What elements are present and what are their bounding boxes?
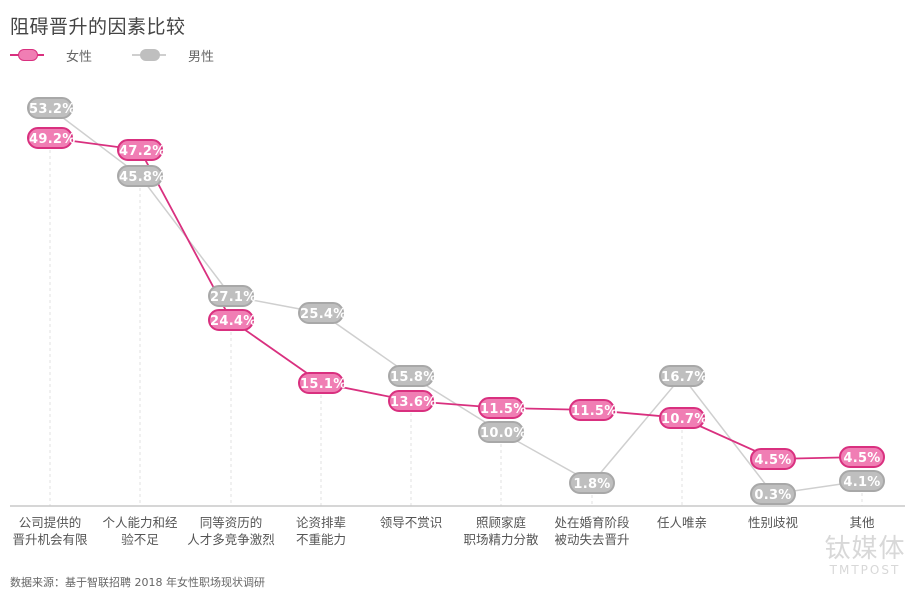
x-axis-category-label: 领导不赏识 xyxy=(379,515,443,530)
legend: 女性 男性 xyxy=(10,44,254,66)
x-axis-category-label: 个人能力和经 验不足 xyxy=(102,515,178,547)
data-source: 数据来源：基于智联招聘 2018 年女性职场现状调研 xyxy=(10,576,265,589)
x-axis-category-label: 其他 xyxy=(849,515,875,530)
data-label-male: 15.8% xyxy=(388,365,436,387)
watermark-cn: 钛媒体 xyxy=(824,534,906,564)
data-label-female: 4.5% xyxy=(750,448,796,470)
legend-swatch-male-icon xyxy=(132,49,167,61)
x-axis-category-label: 公司提供的 晋升机会有限 xyxy=(12,515,88,547)
legend-swatch-female-icon xyxy=(10,49,44,61)
series-line-female xyxy=(49,137,863,460)
data-label-male: 10.0% xyxy=(478,421,526,443)
data-label-male: 0.3% xyxy=(750,483,796,505)
data-label-male: 4.1% xyxy=(839,470,885,492)
x-axis-category-label: 处在婚育阶段 被动失去晋升 xyxy=(554,515,630,547)
chart-title: 阻碍晋升的因素比较 xyxy=(10,16,186,38)
x-axis-category-label: 论资排辈 不重能力 xyxy=(295,515,346,547)
data-label-female: 13.6% xyxy=(388,390,436,412)
data-label-male: 16.7% xyxy=(659,365,707,387)
legend-label-male: 男性 xyxy=(188,49,215,65)
series-line-male xyxy=(49,107,863,495)
data-label-female: 4.5% xyxy=(839,446,885,468)
data-label-male: 25.4% xyxy=(298,302,346,324)
data-label-male: 1.8% xyxy=(569,472,615,494)
data-label-female: 15.1% xyxy=(298,372,346,394)
watermark-en: TMTPOST xyxy=(829,563,901,577)
data-label-female: 24.4% xyxy=(208,309,256,331)
x-axis-category-label: 任人唯亲 xyxy=(656,515,707,530)
data-label-female: 10.7% xyxy=(659,407,707,429)
data-label-female: 11.5% xyxy=(478,397,526,419)
legend-item-female: 女性 xyxy=(10,46,92,65)
x-axis-category-label: 同等资历的 人才多竞争激烈 xyxy=(187,515,275,547)
category-guides xyxy=(49,150,863,506)
data-label-male: 45.8% xyxy=(117,165,165,187)
x-axis-category-label: 性别歧视 xyxy=(747,515,798,530)
data-label-female: 49.2% xyxy=(27,127,75,149)
watermark: 钛媒体 TMTPOST xyxy=(820,528,910,577)
legend-label-female: 女性 xyxy=(66,49,93,65)
data-label-male: 27.1% xyxy=(208,285,256,307)
data-label-male: 53.2% xyxy=(27,97,75,119)
x-axis-category-label: 照顾家庭 职场精力分散 xyxy=(463,515,539,547)
legend-item-male: 男性 xyxy=(132,46,214,65)
data-label-female: 47.2% xyxy=(117,139,165,161)
data-label-female: 11.5% xyxy=(569,399,617,421)
